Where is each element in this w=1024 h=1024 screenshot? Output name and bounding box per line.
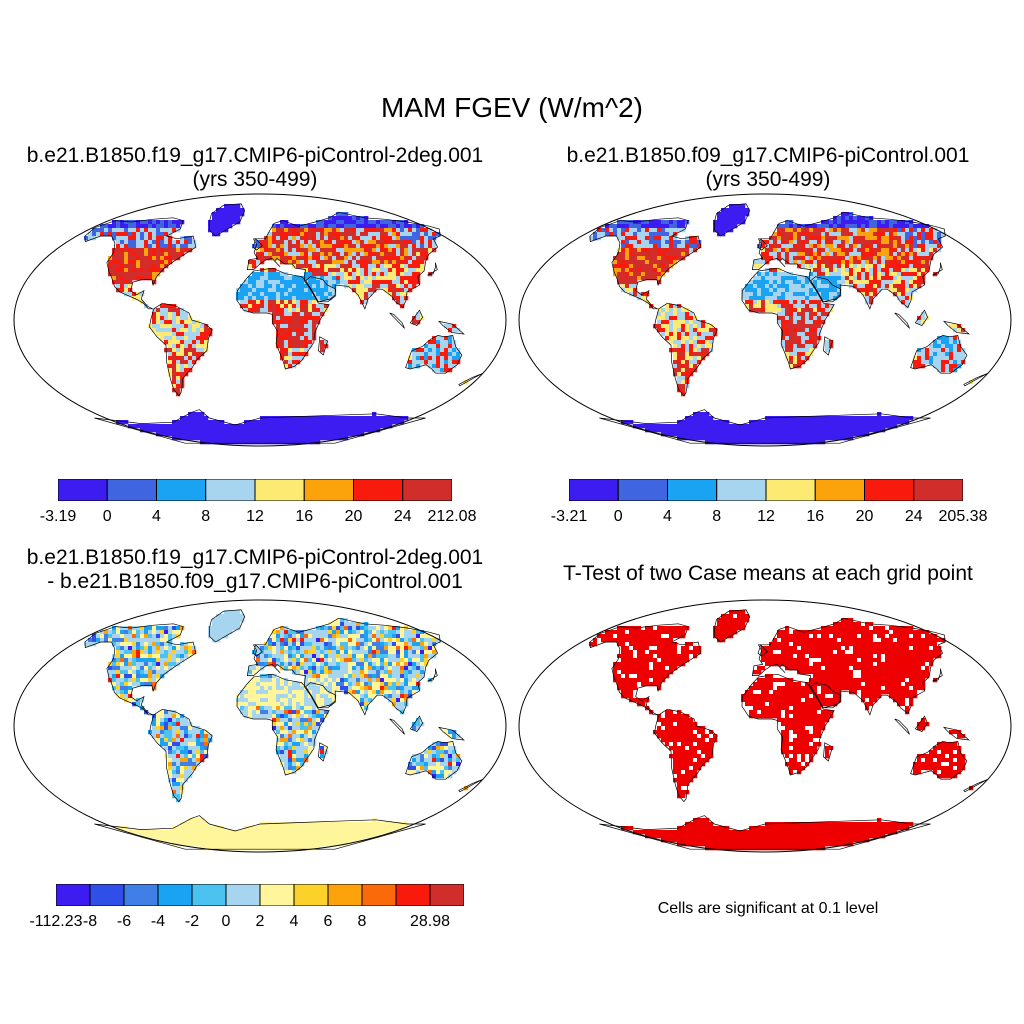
panel3-title: b.e21.B1850.f19_g17.CMIP6-piControl-2deg… (5, 546, 505, 594)
colorbar-tick-label: 2 (255, 913, 265, 930)
colorbar-box (225, 884, 261, 906)
colorbar-boxes (56, 884, 464, 906)
panel2-title-line1: b.e21.B1850.f09_g17.CMIP6-piControl.001 (566, 144, 970, 167)
colorbar-tick-label: 0 (102, 508, 112, 525)
colorbar-tick-label: 6 (323, 913, 333, 930)
colorbar-tick-label: 212.08 (427, 508, 477, 525)
coastlines (84, 203, 484, 444)
colorbar-box (395, 884, 431, 906)
colorbar-box (106, 479, 157, 501)
panel3-title-line1: b.e21.B1850.f19_g17.CMIP6-piControl-2deg… (26, 546, 484, 569)
colorbar-box (259, 884, 295, 906)
coastlines (589, 609, 989, 850)
coastlines (589, 203, 989, 444)
colorbar-box (361, 884, 397, 906)
colorbar-tick-label: 12 (246, 508, 264, 525)
colorbar-tick-label: 4 (289, 913, 299, 930)
colorbar-tick-label: -4 (150, 913, 166, 930)
colorbar-box (569, 479, 619, 501)
colorbar-box (864, 479, 915, 501)
map-border (518, 599, 1012, 853)
colorbar-tick-label: 28.98 (409, 913, 451, 930)
colorbar-tick-label: -3.19 (39, 508, 77, 525)
figure-title: MAM FGEV (W/m^2) (380, 92, 643, 123)
colorbar-tick-label: -2 (184, 913, 200, 930)
colorbar-box (814, 479, 865, 501)
colorbar-tick-label: 24 (904, 508, 923, 525)
coastlines (84, 609, 484, 850)
colorbar-tick-label: 205.38 (938, 508, 988, 525)
colorbar-box (56, 884, 91, 906)
colorbar-box (765, 479, 816, 501)
colorbar-box (58, 479, 108, 501)
colorbar-tick-label: 8 (201, 508, 211, 525)
map-border (13, 193, 507, 447)
land-grid-cells (589, 610, 974, 851)
colorbar-box (429, 884, 464, 906)
colorbar-box (716, 479, 767, 501)
colorbar-tick-label: 24 (393, 508, 412, 525)
panel4-title: T-Test of two Case means at each grid po… (563, 562, 973, 585)
panel2-title: b.e21.B1850.f09_g17.CMIP6-piControl.001 … (518, 144, 1018, 192)
panel4-map (518, 599, 1012, 853)
colorbar-tick-label: 20 (344, 508, 363, 525)
colorbar-tick-label: 4 (152, 508, 161, 525)
colorbar-box (667, 479, 718, 501)
colorbar-tick-label: 8 (357, 913, 367, 930)
colorbar-boxes (58, 479, 452, 501)
colorbar-box (157, 884, 193, 906)
colorbar-box (402, 479, 452, 501)
colorbar-box (617, 479, 668, 501)
land-grid-cells (84, 204, 469, 445)
colorbar-box (293, 884, 329, 906)
panel1-title-line1: b.e21.B1850.f19_g17.CMIP6-piControl-2deg… (26, 144, 484, 167)
panel1-colorbar: -3.19 0 4 8 12 16 20 24 212.08 (40, 479, 476, 525)
land-grid-cells (589, 204, 974, 445)
colorbar-box (89, 884, 125, 906)
colorbar-box (303, 479, 354, 501)
colorbar-box (254, 479, 305, 501)
map-border (13, 599, 507, 853)
colorbar-tick-label: -6 (116, 913, 132, 930)
colorbar-tick-label: 20 (855, 508, 874, 525)
colorbar-box (123, 884, 159, 906)
panel3-title-line2: - b.e21.B1850.f09_g17.CMIP6-piControl.00… (47, 570, 463, 593)
panel2-map (518, 193, 1012, 447)
land-grid-cells (84, 610, 469, 851)
panel1-map (13, 193, 507, 447)
panel3-colorbar: -112.23 -8 -6 -4 -2 0 2 4 6 8 28.98 (29, 884, 464, 930)
colorbar-tick-label: 0 (221, 913, 231, 930)
significance-note: Cells are significant at 0.1 level (657, 900, 879, 917)
panel2-colorbar: -3.21 0 4 8 12 16 20 24 205.38 (551, 479, 987, 525)
colorbar-tick-label: 8 (712, 508, 722, 525)
colorbar-box (913, 479, 963, 501)
colorbar-box (353, 479, 404, 501)
panel1-title: b.e21.B1850.f19_g17.CMIP6-piControl-2deg… (5, 144, 505, 192)
colorbar-tick-label: 16 (806, 508, 825, 525)
colorbar-tick-label: -112.23 (29, 913, 83, 930)
map-border (518, 193, 1012, 447)
colorbar-box (205, 479, 256, 501)
colorbar-box (156, 479, 207, 501)
colorbar-tick-label: 0 (613, 508, 623, 525)
colorbar-tick-label: 4 (663, 508, 672, 525)
colorbar-tick-label: 16 (295, 508, 314, 525)
colorbar-tick-label: -8 (82, 913, 98, 930)
colorbar-boxes (569, 479, 963, 501)
colorbar-box (191, 884, 227, 906)
panel3-map (13, 599, 507, 853)
colorbar-tick-label: -3.21 (550, 508, 588, 525)
colorbar-box (327, 884, 363, 906)
panel1-title-line2: (yrs 350-499) (192, 168, 318, 191)
panel2-title-line2: (yrs 350-499) (705, 168, 831, 191)
colorbar-tick-label: 12 (757, 508, 775, 525)
